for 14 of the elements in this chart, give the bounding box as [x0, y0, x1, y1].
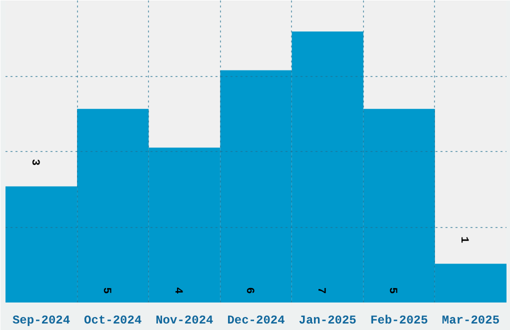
x-tick-label: Feb-2025 — [370, 314, 428, 328]
x-tick-label: Jan-2025 — [298, 314, 356, 328]
data-label: 6 — [243, 287, 255, 294]
x-tick-label: Dec-2024 — [227, 314, 285, 328]
x-tick-label: Nov-2024 — [156, 314, 214, 328]
data-label: 5 — [100, 287, 112, 294]
x-tick-label: Oct-2024 — [84, 314, 142, 328]
data-label: 1 — [458, 236, 470, 244]
x-tick-label: Sep-2024 — [12, 314, 70, 328]
x-tick-label: Mar-2025 — [442, 314, 500, 328]
data-label: 5 — [386, 287, 398, 294]
data-label: 4 — [171, 287, 184, 294]
data-label: 7 — [314, 287, 327, 294]
data-label: 3 — [28, 159, 40, 166]
